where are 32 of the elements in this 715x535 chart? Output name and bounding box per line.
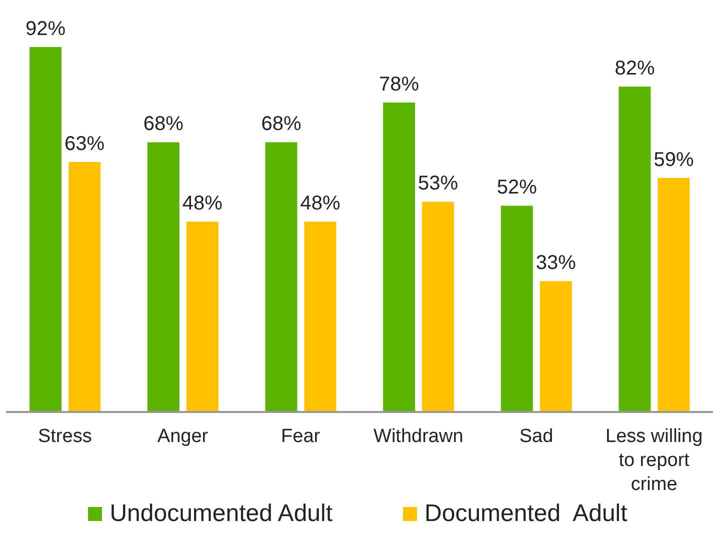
bar — [422, 202, 454, 412]
legend-label: Documented Adult — [424, 500, 628, 528]
bar — [68, 162, 101, 412]
data-label: 59% — [654, 148, 694, 171]
bar — [383, 102, 416, 412]
data-label: 53% — [418, 172, 458, 195]
bar — [500, 206, 533, 412]
bar — [147, 142, 180, 412]
data-label: 63% — [64, 133, 105, 156]
data-label: 92% — [26, 18, 66, 40]
bar — [658, 178, 690, 412]
bar — [30, 47, 62, 412]
data-label: 68% — [143, 113, 184, 136]
data-label: 68% — [261, 113, 302, 136]
bar — [186, 222, 218, 412]
x-tick-label: Stress — [38, 426, 92, 447]
x-tick-label: Less willing to report crime — [606, 426, 703, 495]
bar — [265, 142, 298, 412]
data-label: 33% — [536, 252, 576, 274]
legend-label: Undocumented Adult — [110, 500, 333, 528]
bar — [304, 222, 336, 412]
x-tick-label: Anger — [157, 426, 209, 447]
bar — [618, 86, 651, 412]
data-label: 82% — [614, 58, 655, 80]
x-tick-label: Fear — [281, 426, 321, 447]
data-label: 78% — [379, 74, 420, 96]
x-tick-label: Withdrawn — [374, 426, 464, 447]
data-label: 48% — [300, 192, 340, 215]
data-label: 48% — [182, 192, 223, 215]
data-label: 52% — [496, 176, 538, 199]
x-tick-label: Sad — [519, 426, 554, 447]
bar — [540, 281, 572, 412]
